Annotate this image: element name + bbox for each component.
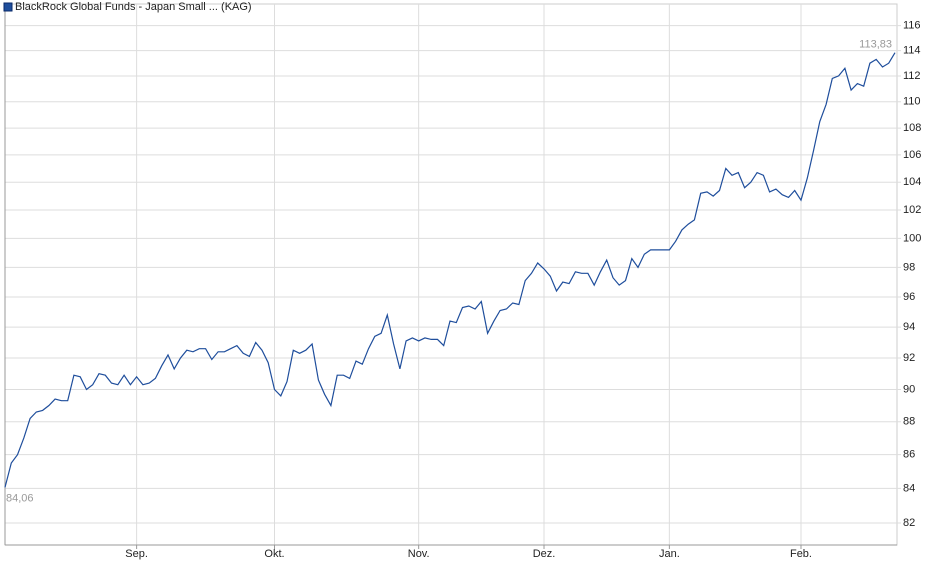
y-tick-label: 84 xyxy=(903,482,915,494)
x-tick-label: Jan. xyxy=(659,548,680,560)
y-tick-label: 110 xyxy=(903,96,921,108)
y-tick-label: 104 xyxy=(903,176,921,188)
y-tick-label: 92 xyxy=(903,352,915,364)
plot-frame xyxy=(4,3,898,546)
price-line xyxy=(4,52,896,488)
legend-label: BlackRock Global Funds - Japan Small ...… xyxy=(15,1,252,13)
y-tick-label: 90 xyxy=(903,383,915,395)
x-tick-label: Okt. xyxy=(264,548,284,560)
y-tick-label: 94 xyxy=(903,321,915,333)
y-tick-label: 116 xyxy=(903,20,921,32)
x-tick-label: Dez. xyxy=(533,548,556,560)
value-label: 84,06 xyxy=(6,492,34,504)
y-tick-label: 112 xyxy=(903,70,921,82)
y-tick-label: 86 xyxy=(903,449,915,461)
y-tick-label: 114 xyxy=(903,44,921,56)
y-tick-label: 82 xyxy=(903,517,915,529)
legend-swatch xyxy=(3,2,13,12)
y-tick-label: 96 xyxy=(903,291,915,303)
y-tick-label: 88 xyxy=(903,416,915,428)
value-label: 113,83 xyxy=(859,39,892,51)
y-tick-label: 100 xyxy=(903,232,921,244)
x-tick-label: Nov. xyxy=(408,548,430,560)
y-tick-label: 102 xyxy=(903,204,921,216)
y-tick-label: 98 xyxy=(903,261,915,273)
y-tick-label: 106 xyxy=(903,149,921,161)
x-tick-label: Sep. xyxy=(125,548,148,560)
x-tick-label: Feb. xyxy=(790,548,812,560)
y-tick-label: 108 xyxy=(903,122,921,134)
